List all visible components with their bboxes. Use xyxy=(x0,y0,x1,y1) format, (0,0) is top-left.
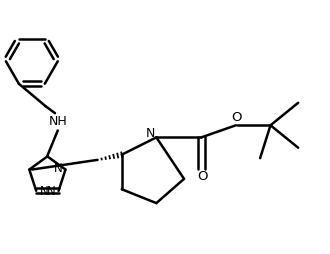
Text: O: O xyxy=(231,111,242,124)
Text: NH: NH xyxy=(49,115,67,128)
Text: N: N xyxy=(47,185,55,198)
Text: N: N xyxy=(40,185,48,198)
Text: N: N xyxy=(146,127,155,140)
Text: O: O xyxy=(197,170,207,183)
Text: N: N xyxy=(53,162,62,175)
